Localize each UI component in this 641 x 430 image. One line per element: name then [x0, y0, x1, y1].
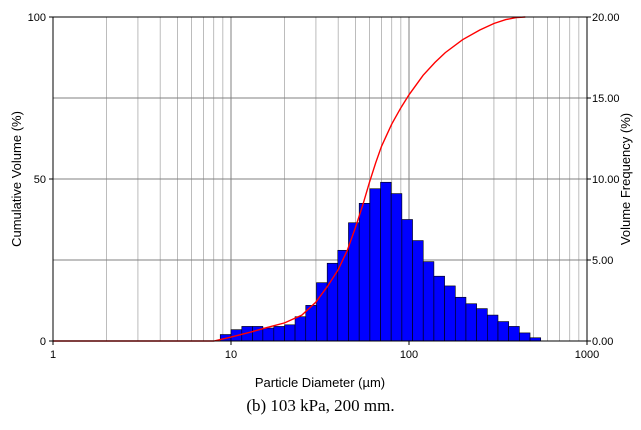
histogram-bar [454, 296, 467, 342]
histogram-bar [262, 327, 275, 342]
histogram-bar [401, 219, 413, 342]
histogram-bar [273, 326, 285, 342]
histogram-bar [465, 303, 477, 342]
histogram-bar [422, 261, 435, 342]
figure-caption: (b) 103 kPa, 200 mm. [246, 396, 395, 415]
histogram-bar [380, 181, 392, 342]
histogram-bar [487, 314, 499, 342]
x-tick-label: 10 [225, 349, 237, 361]
y-left-tick-label: 100 [28, 12, 46, 24]
histogram-bar [476, 308, 488, 342]
histogram-bar [316, 282, 328, 342]
x-tick-label: 1000 [575, 349, 599, 361]
y-right-tick-label: 0.00 [592, 336, 613, 348]
histogram-bar [358, 203, 371, 342]
histogram-bar [444, 285, 456, 342]
chart: 1 10 100 10000501000.005.0010.0015.0020.00 … [9, 12, 633, 390]
x-tick-label: 1 [50, 349, 56, 361]
histogram-bar [369, 188, 381, 342]
histogram-bars [219, 181, 542, 342]
cumulative-curve [53, 16, 526, 342]
tick-labels: 1 10 100 1000 0 50 100 0.00 5.00 10.00 15.00 20.00 [28, 12, 620, 361]
histogram-bar [326, 262, 339, 342]
y-left-tick-label: 50 [34, 174, 46, 186]
histogram-bar [433, 275, 445, 342]
y-right-tick-label: 15.00 [592, 93, 620, 105]
histogram-bar [390, 193, 403, 342]
histogram-bar [294, 316, 307, 342]
histogram-bar [519, 332, 531, 342]
y-axis-left-label: Cumulative Volume (%) [9, 111, 24, 247]
histogram-bar [284, 324, 296, 342]
y-right-tick-label: 10.00 [592, 174, 620, 186]
y-left-tick-label: 0 [40, 336, 46, 348]
cumulative-curve-group [53, 16, 526, 342]
x-axis-label: Particle Diameter (µm) [255, 375, 385, 390]
histogram-bar [337, 249, 349, 342]
y-right-tick-label: 5.00 [592, 255, 613, 267]
histogram-bar [412, 240, 424, 342]
y-right-tick-label: 20.00 [592, 12, 620, 24]
histogram-bar [497, 321, 509, 342]
histogram-bar [508, 326, 520, 342]
x-tick-label: 100 [400, 349, 418, 361]
y-axis-right-label: Volume Frequency (%) [618, 113, 633, 245]
